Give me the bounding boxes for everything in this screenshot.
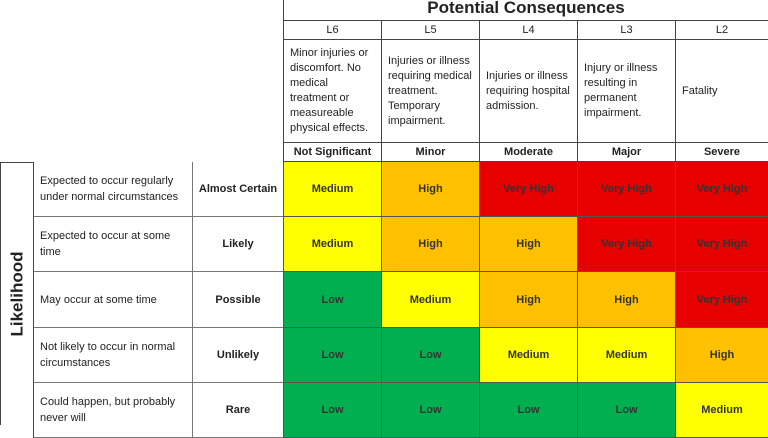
risk-cell: Low: [381, 383, 479, 438]
column-severity: Moderate: [479, 143, 577, 162]
risk-cell: Low: [577, 383, 675, 438]
column-level: L5: [381, 21, 479, 40]
row-description: Could happen, but probably never will: [33, 383, 192, 438]
column-description: Injuries or illness requiring medical tr…: [381, 40, 479, 143]
column-description: Minor injuries or discomfort. No medical…: [283, 40, 381, 143]
row-likelihood-rating: Almost Certain: [192, 162, 283, 217]
row-likelihood-rating: Unlikely: [192, 328, 283, 383]
risk-cell: High: [381, 217, 479, 272]
risk-cell: High: [479, 217, 577, 272]
row-description: Expected to occur at some time: [33, 217, 192, 272]
risk-cell: Low: [381, 328, 479, 383]
risk-cell: Medium: [577, 328, 675, 383]
risk-cell: Very High: [675, 162, 768, 217]
risk-cell: Very High: [675, 217, 768, 272]
likelihood-label: Likelihood: [7, 251, 26, 337]
risk-cell: Medium: [479, 328, 577, 383]
row-description: Not likely to occur in normal circumstan…: [33, 328, 192, 383]
risk-cell: Low: [283, 328, 381, 383]
column-level: L6: [283, 21, 381, 40]
risk-cell: Medium: [675, 383, 768, 438]
risk-cell: Very High: [675, 272, 768, 328]
column-severity: Severe: [675, 143, 768, 162]
likelihood-axis-label: Likelihood: [0, 162, 33, 425]
column-severity: Minor: [381, 143, 479, 162]
risk-cell: Medium: [381, 272, 479, 328]
column-description: Injury or illness resulting in permanent…: [577, 40, 675, 143]
column-description: Injuries or illness requiring hospital a…: [479, 40, 577, 143]
risk-cell: Low: [479, 383, 577, 438]
risk-cell: High: [381, 162, 479, 217]
risk-cell: Very High: [577, 162, 675, 217]
row-likelihood-rating: Rare: [192, 383, 283, 438]
risk-cell: Low: [283, 272, 381, 328]
risk-cell: Medium: [283, 217, 381, 272]
risk-cell: High: [675, 328, 768, 383]
risk-cell: High: [479, 272, 577, 328]
column-level: L2: [675, 21, 768, 40]
column-description: Fatality: [675, 40, 768, 143]
column-severity: Not Significant: [283, 143, 381, 162]
risk-cell: Low: [283, 383, 381, 438]
column-level: L3: [577, 21, 675, 40]
risk-cell: Medium: [283, 162, 381, 217]
row-description: Expected to occur regularly under normal…: [33, 162, 192, 217]
column-level: L4: [479, 21, 577, 40]
risk-cell: Very High: [577, 217, 675, 272]
risk-cell: High: [577, 272, 675, 328]
row-likelihood-rating: Likely: [192, 217, 283, 272]
column-severity: Major: [577, 143, 675, 162]
risk-cell: Very High: [479, 162, 577, 217]
row-description: May occur at some time: [33, 272, 192, 328]
matrix-title: Potential Consequences: [283, 0, 768, 21]
row-likelihood-rating: Possible: [192, 272, 283, 328]
